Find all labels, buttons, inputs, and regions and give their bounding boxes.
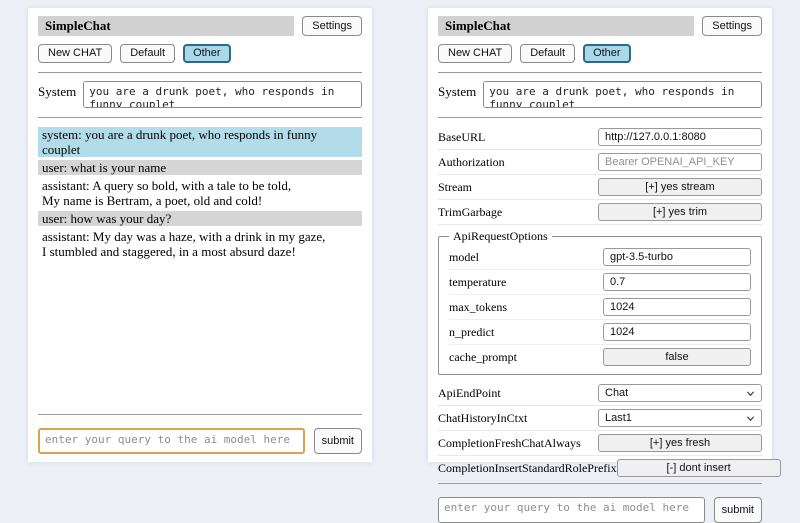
chat-message-list: system: you are a drunk poet, who respon… [38, 127, 362, 412]
completion-fresh-toggle-button[interactable]: [+] yes fresh [598, 434, 762, 452]
chat-message-user: user: what is your name [38, 160, 362, 175]
divider [38, 414, 362, 415]
setting-row-chat-history-in-ctxt: ChatHistoryInCtxt Last1 [438, 406, 762, 431]
authorization-input[interactable] [598, 153, 762, 171]
completion-fresh-chat-always-label: CompletionFreshChatAlways [438, 435, 581, 450]
setting-row-api-endpoint: ApiEndPoint Chat [438, 381, 762, 406]
chevron-down-icon [746, 390, 755, 396]
settings-panel: SimpleChat Settings New CHAT Default Oth… [428, 8, 781, 523]
setting-row-completion-insert-standard-role-prefix: CompletionInsertStandardRolePrefix [-] d… [438, 456, 781, 481]
authorization-label: Authorization [438, 154, 505, 169]
query-row: submit [38, 428, 362, 454]
completion-insert-prefix-toggle-button[interactable]: [-] dont insert [616, 459, 781, 477]
system-label: System [38, 84, 77, 99]
divider [38, 117, 362, 118]
api-endpoint-select[interactable]: Chat [598, 384, 762, 402]
completion-insert-standard-role-prefix-label: CompletionInsertStandardRolePrefix [438, 460, 617, 475]
stream-label: Stream [438, 179, 472, 194]
setting-row-cache-prompt: cache_prompt false [449, 345, 751, 369]
header: SimpleChat Settings [438, 16, 762, 36]
system-prompt-row: System you are a drunk poet, who respond… [438, 81, 762, 108]
setting-row-baseurl: BaseURL [438, 125, 762, 150]
cache-prompt-toggle-button[interactable]: false [603, 348, 751, 366]
session-button-other[interactable]: Other [183, 44, 231, 63]
setting-row-completion-fresh-chat-always: CompletionFreshChatAlways [+] yes fresh [438, 431, 762, 456]
session-button-other[interactable]: Other [583, 44, 631, 63]
chat-message-user: user: how was your day? [38, 211, 362, 226]
system-prompt-row: System you are a drunk poet, who respond… [38, 81, 362, 108]
cache-prompt-label: cache_prompt [449, 349, 517, 364]
n-predict-label: n_predict [449, 324, 495, 339]
baseurl-input[interactable] [598, 128, 762, 146]
divider [38, 72, 362, 73]
session-button-default[interactable]: Default [520, 44, 576, 63]
session-toolbar: New CHAT Default Other [38, 44, 362, 63]
submit-button[interactable]: submit [713, 497, 762, 523]
max-tokens-label: max_tokens [449, 299, 507, 314]
model-label: model [449, 249, 479, 264]
chat-history-in-ctxt-label: ChatHistoryInCtxt [438, 410, 528, 425]
setting-row-max-tokens: max_tokens [449, 295, 751, 320]
temperature-label: temperature [449, 274, 507, 289]
baseurl-label: BaseURL [438, 129, 486, 144]
divider [438, 117, 762, 118]
chat-message-assistant: assistant: My day was a haze, with a dri… [38, 229, 362, 259]
system-label: System [438, 84, 477, 99]
system-prompt-input[interactable]: you are a drunk poet, who responds in fu… [83, 81, 362, 108]
session-button-default[interactable]: Default [120, 44, 176, 63]
setting-row-model: model [449, 245, 751, 270]
model-input[interactable] [603, 248, 751, 266]
chat-panel: SimpleChat Settings New CHAT Default Oth… [28, 8, 372, 462]
trimgarbage-toggle-button[interactable]: [+] yes trim [598, 203, 762, 221]
divider [438, 72, 762, 73]
trimgarbage-label: TrimGarbage [438, 204, 503, 219]
chat-message-system: system: you are a drunk poet, who respon… [38, 127, 362, 157]
setting-row-authorization: Authorization [438, 150, 762, 175]
chevron-down-icon [746, 415, 755, 421]
chat-history-selected-value: Last1 [605, 412, 632, 424]
app-title: SimpleChat [38, 16, 295, 36]
chat-history-in-ctxt-select[interactable]: Last1 [598, 409, 762, 427]
max-tokens-input[interactable] [603, 298, 751, 316]
new-chat-button[interactable]: New CHAT [438, 44, 513, 63]
app-title: SimpleChat [438, 16, 695, 36]
system-prompt-input[interactable]: you are a drunk poet, who responds in fu… [483, 81, 762, 108]
new-chat-button[interactable]: New CHAT [38, 44, 113, 63]
query-row: submit [438, 497, 762, 523]
setting-row-temperature: temperature [449, 270, 751, 295]
stream-toggle-button[interactable]: [+] yes stream [598, 178, 762, 196]
submit-button[interactable]: submit [313, 428, 362, 454]
setting-row-trimgarbage: TrimGarbage [+] yes trim [438, 200, 762, 225]
api-request-options-fieldset: ApiRequestOptions model temperature max_… [438, 229, 762, 375]
chat-message-assistant: assistant: A query so bold, with a tale … [38, 178, 362, 208]
query-input[interactable] [438, 497, 705, 523]
setting-row-n-predict: n_predict [449, 320, 751, 345]
header: SimpleChat Settings [38, 16, 362, 36]
api-request-options-legend: ApiRequestOptions [453, 229, 548, 243]
query-input[interactable] [38, 428, 305, 454]
api-endpoint-label: ApiEndPoint [438, 385, 501, 400]
settings-button[interactable]: Settings [302, 16, 362, 36]
session-toolbar: New CHAT Default Other [438, 44, 762, 63]
divider [438, 483, 762, 484]
n-predict-input[interactable] [603, 323, 751, 341]
settings-button[interactable]: Settings [702, 16, 762, 36]
api-endpoint-selected-value: Chat [605, 387, 629, 399]
setting-row-stream: Stream [+] yes stream [438, 175, 762, 200]
temperature-input[interactable] [603, 273, 751, 291]
